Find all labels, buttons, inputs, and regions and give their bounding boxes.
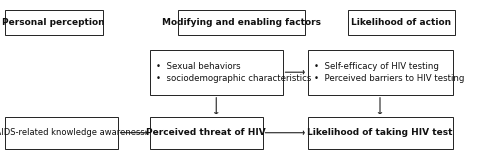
Text: Perceived threat of HIV: Perceived threat of HIV	[146, 128, 266, 137]
FancyBboxPatch shape	[178, 10, 305, 35]
FancyBboxPatch shape	[150, 117, 262, 149]
Text: Likelihood of taking HIV test: Likelihood of taking HIV test	[307, 128, 453, 137]
Text: Modifying and enabling factors: Modifying and enabling factors	[162, 18, 321, 27]
FancyBboxPatch shape	[5, 10, 102, 35]
FancyBboxPatch shape	[150, 50, 282, 95]
FancyBboxPatch shape	[308, 50, 452, 95]
FancyBboxPatch shape	[348, 10, 455, 35]
FancyBboxPatch shape	[308, 117, 452, 149]
FancyBboxPatch shape	[5, 117, 117, 149]
Text: Personal perception: Personal perception	[2, 18, 105, 27]
Text: HIV/AIDS-related knowledge awareness: HIV/AIDS-related knowledge awareness	[0, 128, 144, 137]
Text: Likelihood of action: Likelihood of action	[351, 18, 452, 27]
Text: •  Self-efficacy of HIV testing
•  Perceived barriers to HIV testing: • Self-efficacy of HIV testing • Perceiv…	[314, 61, 464, 83]
Text: •  Sexual behaviors
•  sociodemographic characteristics: • Sexual behaviors • sociodemographic ch…	[156, 61, 312, 83]
